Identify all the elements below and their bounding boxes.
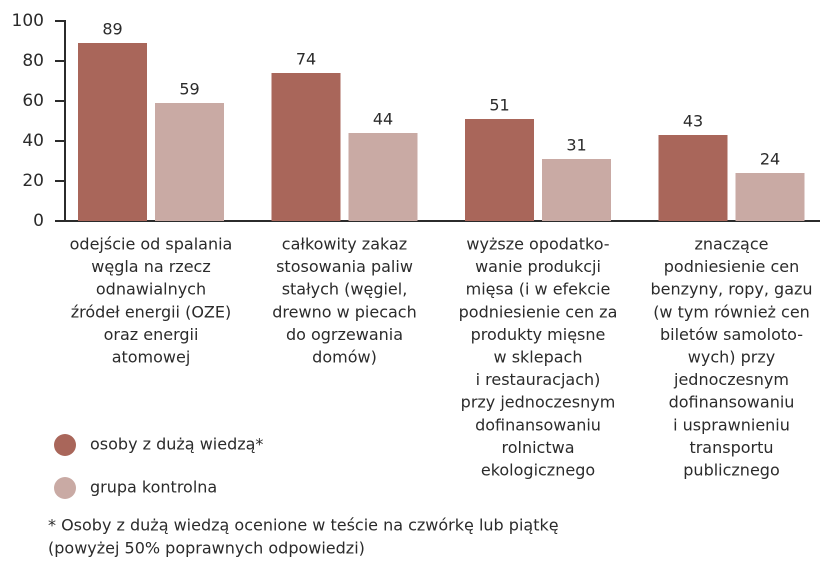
bar (155, 103, 224, 221)
x-tick-label: (w tym również cen (653, 302, 810, 321)
x-tick-label: dofinansowaniu (475, 415, 601, 434)
y-tick-label: 60 (22, 91, 44, 111)
x-tick-label: podniesienie cen (664, 257, 799, 276)
x-tick-label: odejście od spalania (70, 235, 233, 254)
x-tick-label: mięsa (i w efekcie (466, 280, 611, 299)
x-tick-label: ekologicznego (481, 461, 595, 480)
x-tick-label: biletów samoloto- (660, 325, 803, 344)
x-tick-label: przy jednoczesnym (461, 393, 616, 412)
bar (348, 133, 418, 221)
bar (735, 173, 805, 221)
x-tick-label: publicznego (683, 461, 779, 480)
legend-swatch (54, 477, 76, 499)
value-label: 24 (760, 150, 780, 169)
value-label: 44 (373, 110, 393, 129)
x-tick-label: i usprawnieniu (673, 415, 790, 434)
bar (271, 73, 341, 221)
x-tick-label: oraz energii (104, 325, 199, 344)
x-tick-label: benzyny, ropy, gazu (650, 280, 812, 299)
x-tick-label: znaczące (695, 235, 769, 254)
x-tick-label: i restauracjach) (476, 370, 601, 389)
y-tick-label: 40 (22, 131, 44, 151)
x-tick-label: całkowity zakaz (282, 235, 407, 254)
x-tick-label: wych) przy (688, 348, 775, 367)
legend-label: osoby z dużą wiedzą* (90, 435, 263, 454)
value-label: 31 (566, 136, 586, 155)
y-tick-label: 80 (22, 51, 44, 71)
value-label: 89 (102, 20, 122, 39)
x-tick-label: domów) (312, 348, 377, 367)
value-label: 51 (489, 96, 509, 115)
value-label: 59 (179, 80, 199, 99)
x-tick-label: węgla na rzecz (91, 257, 210, 276)
y-tick-label: 20 (22, 171, 44, 191)
x-tick-label: odnawialnych (96, 280, 206, 299)
y-tick-label: 100 (12, 11, 44, 31)
x-tick-label: do ogrzewania (286, 325, 403, 344)
y-tick-label: 0 (33, 211, 44, 231)
bar (465, 119, 534, 221)
legend-swatch (54, 434, 76, 456)
bar (78, 43, 147, 221)
x-tick-label: rolnictwa (501, 438, 574, 457)
bar (658, 135, 728, 221)
x-tick-label: stosowania paliw (276, 257, 413, 276)
x-tick-label: podniesienie cen za (459, 302, 618, 321)
x-tick-label: produkty mięsne (471, 325, 606, 344)
x-tick-label: jednoczesnym (673, 370, 789, 389)
x-tick-label: w sklepach (494, 348, 583, 367)
x-tick-label: drewno w piecach (272, 302, 416, 321)
x-tick-label: transportu (689, 438, 773, 457)
value-label: 43 (683, 112, 703, 131)
x-tick-label: wyższe opodatko- (466, 235, 609, 254)
footnote: * Osoby z dużą wiedzą ocenione w teście … (48, 516, 559, 535)
footnote: (powyżej 50% poprawnych odpowiedzi) (48, 539, 365, 558)
x-tick-label: źródeł energii (OZE) (71, 302, 231, 321)
legend-label: grupa kontrolna (90, 478, 217, 497)
x-tick-label: wanie produkcji (475, 257, 601, 276)
value-label: 74 (296, 50, 316, 69)
bar (542, 159, 611, 221)
x-tick-label: stałych (węgiel, (282, 280, 408, 299)
x-tick-label: atomowej (112, 348, 191, 367)
x-tick-label: dofinansowaniu (669, 393, 795, 412)
